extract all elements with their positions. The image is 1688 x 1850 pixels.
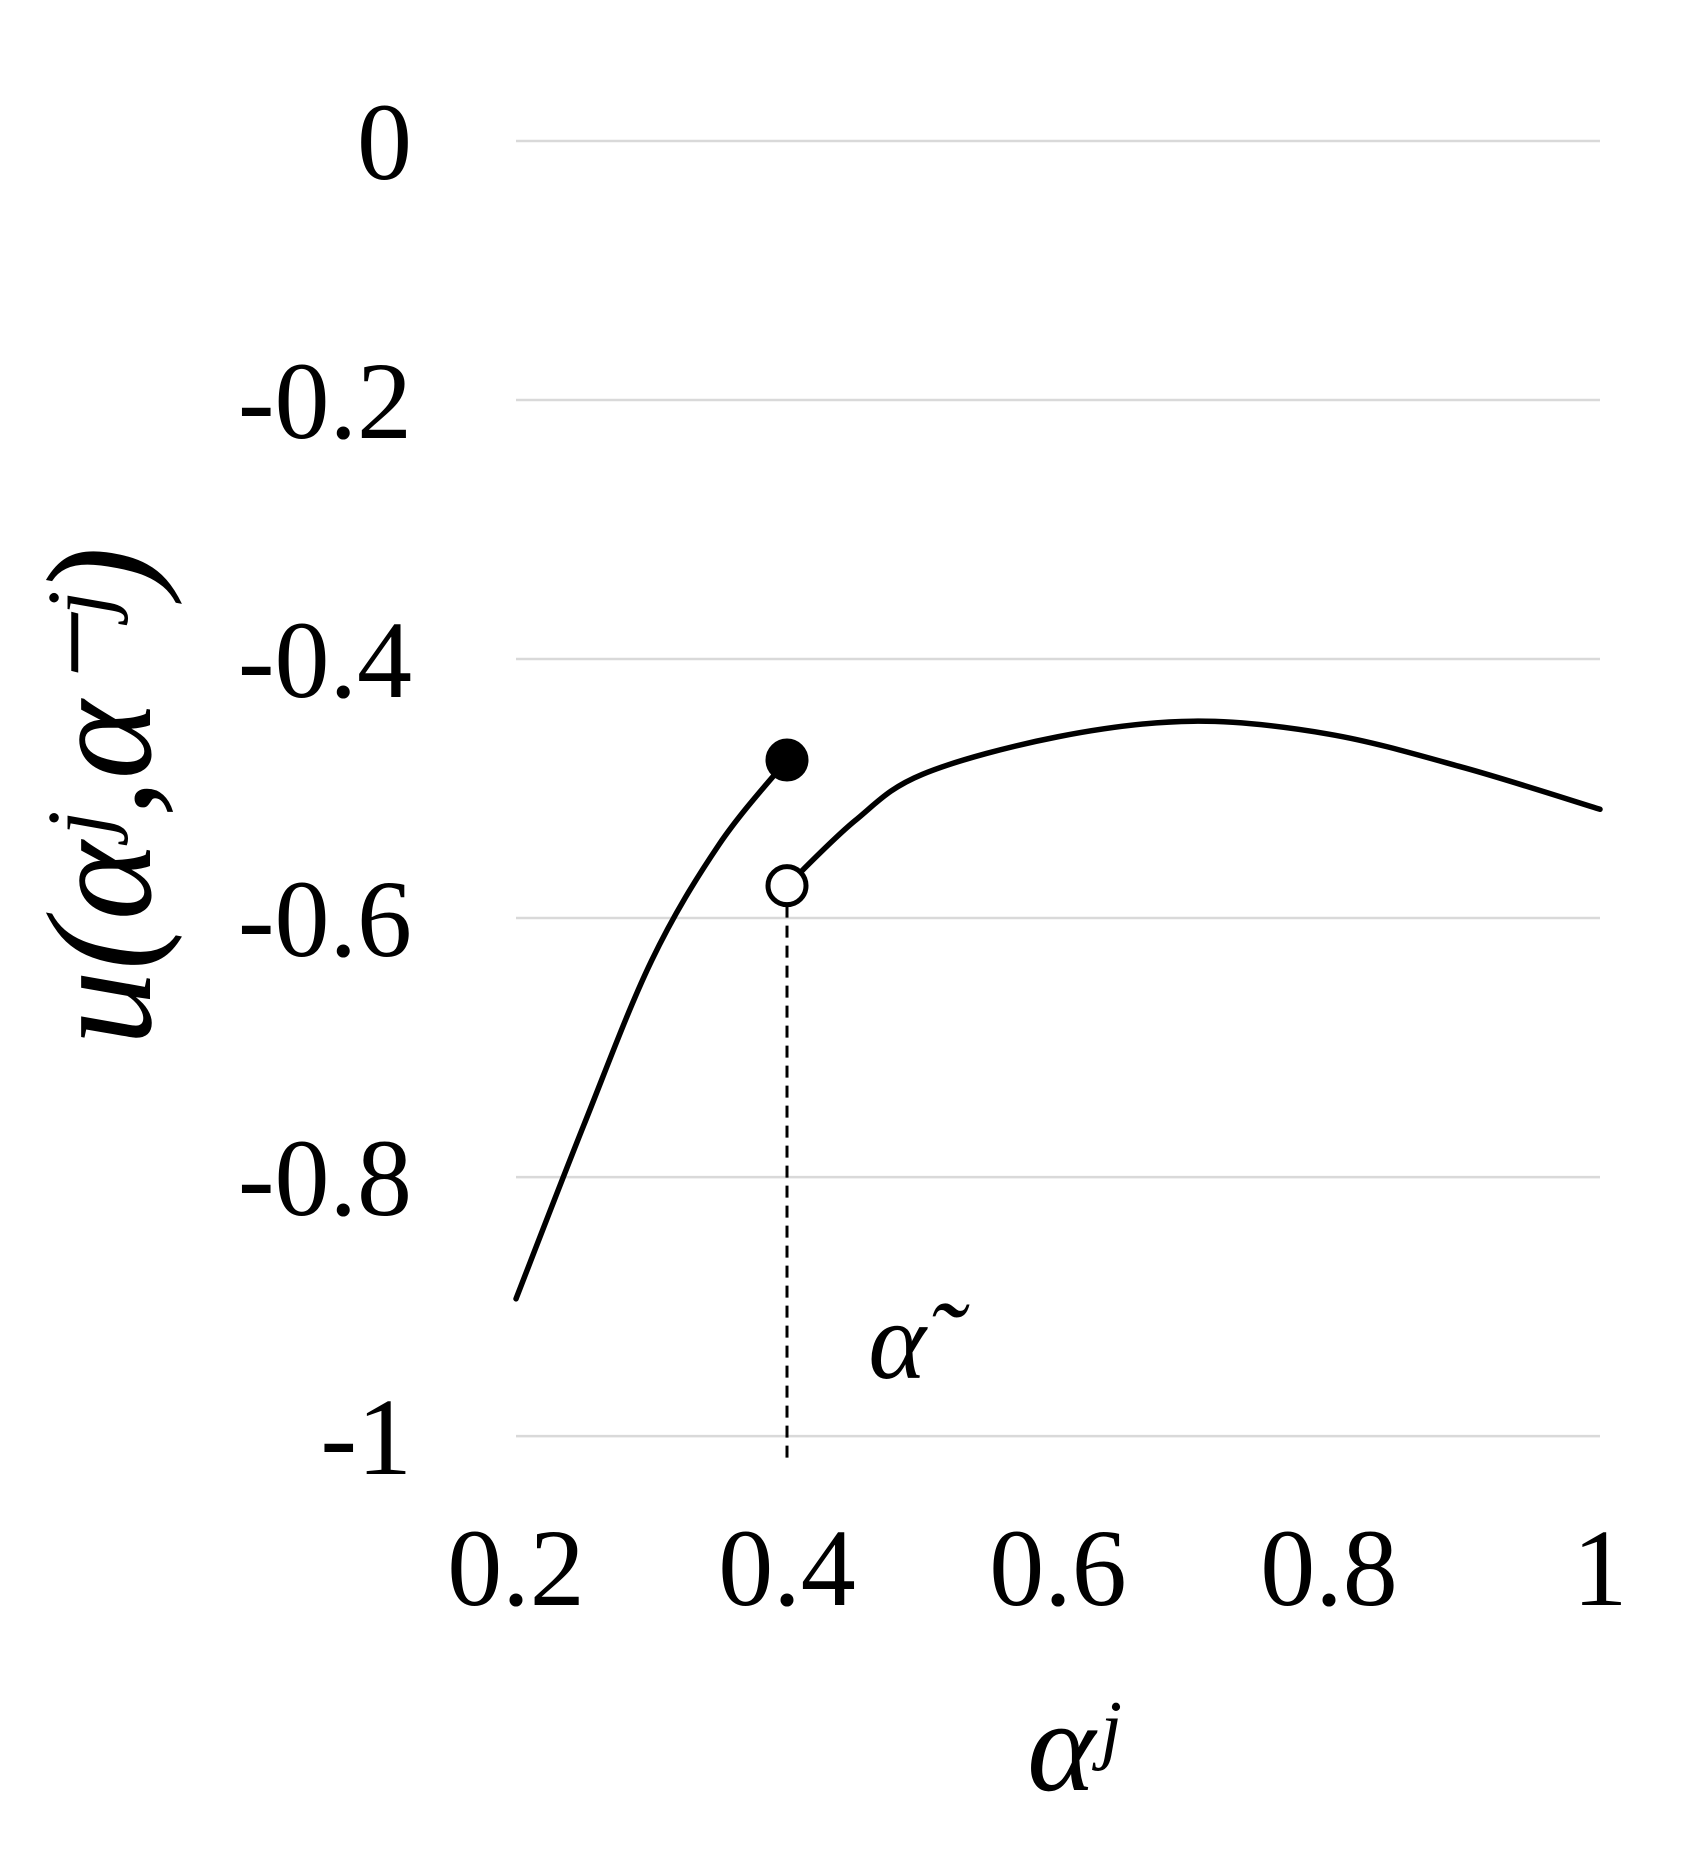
x-tick-label: 0.8 [1260, 1507, 1398, 1629]
line [513, 757, 790, 1302]
y-tick-label: 0 [357, 81, 412, 203]
x-tick-label: 0.6 [989, 1507, 1127, 1629]
x-tick-label: 1 [1573, 1507, 1628, 1629]
y-tick-label: -0.6 [238, 858, 412, 980]
y-tick-label: -1 [320, 1376, 412, 1498]
y-tick-label: -0.2 [238, 340, 412, 462]
y-tick-label: -0.4 [238, 599, 412, 721]
y-tick-label: -0.8 [238, 1117, 412, 1239]
x-axis-label: αʲ [1027, 1675, 1120, 1819]
point-marker [765, 738, 809, 782]
x-tick-label: 0.4 [718, 1507, 856, 1629]
point-marker [765, 864, 809, 908]
annotation: α̃ [868, 1280, 970, 1402]
line [784, 718, 1603, 889]
x-tick-label: 0.2 [447, 1507, 585, 1629]
y-axis-label: u(αʲ,α⁻ʲ) [17, 547, 183, 1045]
